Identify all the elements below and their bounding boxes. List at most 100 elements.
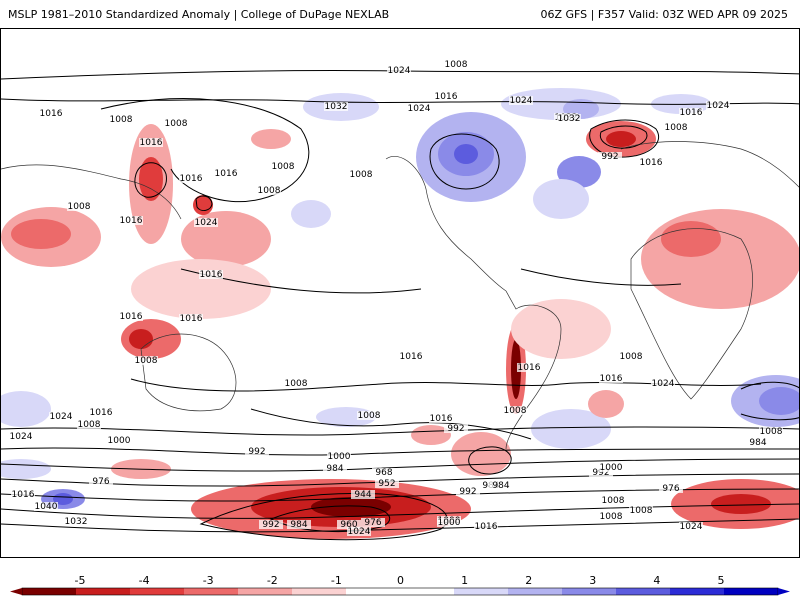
isobar-label-bg bbox=[679, 108, 703, 117]
isobar-label: 1024 bbox=[652, 379, 675, 389]
isobar-label-bg bbox=[49, 412, 73, 421]
isobar-label-bg bbox=[509, 96, 533, 105]
isobar-label-bg bbox=[107, 436, 131, 445]
isobar-label-bg bbox=[349, 170, 373, 179]
isobar-label-bg bbox=[503, 406, 527, 415]
isobar-label-bg bbox=[375, 479, 399, 488]
colorbar-tick-label: 3 bbox=[589, 574, 596, 587]
isobar-label-bg bbox=[271, 162, 295, 171]
isobar-label-bg bbox=[119, 216, 143, 225]
colorbar-tick-label: 5 bbox=[718, 574, 725, 587]
colorbar-tick-label: -5 bbox=[75, 574, 86, 587]
isobar-label: 960 bbox=[340, 520, 357, 530]
isobar-label-bg bbox=[599, 374, 623, 383]
colorbar-left-arrow bbox=[10, 588, 22, 595]
model-run-info: 06Z GFS | F357 Valid: 03Z WED APR 09 202… bbox=[540, 8, 788, 21]
isobar-label: 1008 bbox=[600, 512, 623, 522]
isobar-label-bg bbox=[34, 502, 58, 511]
isobar-label-bg bbox=[139, 138, 163, 147]
isobar-label: 1008 bbox=[760, 427, 783, 437]
isobar-label-bg bbox=[746, 438, 770, 447]
isobar-label-bg bbox=[164, 119, 188, 128]
isobar-label-bg bbox=[199, 270, 223, 279]
colorbar-segments bbox=[10, 587, 790, 596]
isobar-label: 992 bbox=[592, 468, 609, 478]
isobar-label: 1016 bbox=[400, 352, 423, 362]
isobar-label-bg bbox=[679, 522, 703, 531]
isobar-label-bg bbox=[337, 520, 361, 529]
isobar-label-bg bbox=[287, 520, 311, 529]
isobar-label: 1024 bbox=[195, 218, 218, 228]
colorbar-segment bbox=[562, 588, 617, 595]
isobar-label: 1032 bbox=[558, 114, 581, 124]
isobar-label-bg bbox=[517, 363, 541, 372]
isobar-label-bg bbox=[399, 352, 423, 361]
isobar-label-bg bbox=[194, 218, 218, 227]
isobar-label: 1008 bbox=[285, 379, 308, 389]
isobar-label: 1008 bbox=[445, 60, 468, 70]
isobar-label-bg bbox=[444, 60, 468, 69]
isobar-label-bg bbox=[259, 520, 283, 529]
colorbar-tick-label: -4 bbox=[139, 574, 150, 587]
isobar-label: 1024 bbox=[10, 432, 33, 442]
isobar-label-bg bbox=[257, 186, 281, 195]
isobar-label: 1024 bbox=[348, 527, 371, 537]
isobar-label: 968 bbox=[375, 468, 392, 478]
colorbar-segment bbox=[76, 588, 131, 595]
isobar-label-bg bbox=[327, 452, 351, 461]
isobar-label: 1016 bbox=[518, 363, 541, 373]
isobar-label: 992 bbox=[248, 447, 265, 457]
colorbar-segment bbox=[616, 588, 671, 595]
colorbar-segment bbox=[22, 588, 77, 595]
isobar-label-bg bbox=[659, 484, 683, 493]
isobar-label: 1008 bbox=[350, 170, 373, 180]
isobar-label-bg bbox=[619, 352, 643, 361]
isobar-label-bg bbox=[407, 104, 431, 113]
isobar-label: 1008 bbox=[630, 506, 653, 516]
colorbar-segment bbox=[724, 588, 779, 595]
isobar-label: 1016 bbox=[40, 109, 63, 119]
isobar-label-bg bbox=[119, 312, 143, 321]
map-panel: 1016 1008 1024 1032 1016 1008 1024 1016 1008 1032… bbox=[0, 28, 800, 558]
isobar-label-bg bbox=[372, 468, 396, 477]
colorbar-segment bbox=[508, 588, 563, 595]
isobar-label-bg bbox=[284, 379, 308, 388]
isobar-label: 1008 bbox=[68, 202, 91, 212]
isobar-label-bg bbox=[11, 490, 35, 499]
isobar-label-bg bbox=[489, 481, 513, 490]
isobar-label-bg bbox=[599, 463, 623, 472]
isobar-label: 1016 bbox=[120, 216, 143, 226]
isobar-label-bg bbox=[347, 527, 371, 536]
isobar-label: 1024 bbox=[50, 412, 73, 422]
isobar-label: 1016 bbox=[12, 490, 35, 500]
isobar-label-bg bbox=[434, 92, 458, 101]
isobar-label-bg bbox=[589, 468, 613, 477]
colorbar: -5 -4 -3 -2 -1 0 1 2 3 4 5 bbox=[10, 574, 790, 596]
isobar-label: 1008 bbox=[358, 411, 381, 421]
isobar-label-bg bbox=[557, 114, 581, 123]
isobar-label: 1008 bbox=[110, 115, 133, 125]
isobar-label: 1032 bbox=[325, 102, 348, 112]
isobar-label: 1024 bbox=[388, 66, 411, 76]
isobar-label-bg bbox=[387, 66, 411, 75]
isobar-label-bg bbox=[639, 158, 663, 167]
isobar-label-bg bbox=[437, 518, 461, 527]
isobar-label: 984 bbox=[749, 438, 766, 448]
isobar-label: 1016 bbox=[90, 408, 113, 418]
colorbar-tick-label: -2 bbox=[267, 574, 278, 587]
isobar-label-bg bbox=[64, 517, 88, 526]
isobar-label-bg bbox=[651, 379, 675, 388]
colorbar-tick-label: -3 bbox=[203, 574, 214, 587]
isobar-label: 984 bbox=[326, 464, 343, 474]
isobar-label-bg bbox=[179, 314, 203, 323]
isobar-label: 1008 bbox=[258, 186, 281, 196]
isobar-label: 1000 bbox=[600, 463, 623, 473]
isobar-label-bg bbox=[351, 490, 375, 499]
colorbar-tick-label: 2 bbox=[525, 574, 532, 587]
isobar-label-bg bbox=[67, 202, 91, 211]
isobar-label: 952 bbox=[378, 479, 395, 489]
isobar-label: 1008 bbox=[78, 420, 101, 430]
isobar-label-bg bbox=[357, 411, 381, 420]
isobar-label: 1024 bbox=[680, 522, 703, 532]
colorbar-right-arrow bbox=[778, 588, 790, 595]
